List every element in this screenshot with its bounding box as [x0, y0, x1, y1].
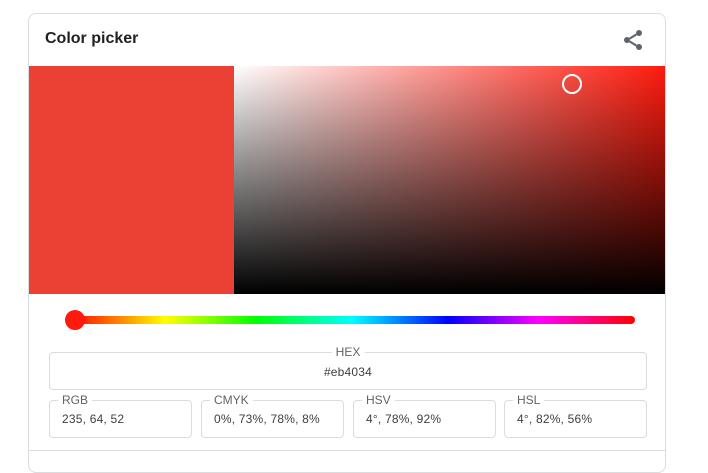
- hex-label: HEX: [331, 345, 365, 359]
- hsv-value[interactable]: 4°, 78%, 92%: [366, 412, 442, 426]
- hex-value[interactable]: #eb4034: [323, 365, 373, 379]
- sv-black-gradient: [234, 66, 665, 294]
- cmyk-value[interactable]: 0%, 73%, 78%, 8%: [214, 412, 320, 426]
- cmyk-label: CMYK: [210, 393, 253, 407]
- share-button[interactable]: [621, 28, 645, 52]
- sv-handle[interactable]: [561, 74, 582, 95]
- share-icon: [624, 30, 642, 50]
- rgb-field[interactable]: RGB 235, 64, 52: [49, 393, 192, 438]
- hsl-field[interactable]: HSL 4°, 82%, 56%: [504, 393, 647, 438]
- rgb-value[interactable]: 235, 64, 52: [62, 412, 125, 426]
- color-picker-card: Color picker HEX #eb4034 RGB 235, 64, 52…: [28, 13, 666, 473]
- hex-field[interactable]: HEX #eb4034: [49, 345, 647, 390]
- bottom-divider: [29, 450, 665, 451]
- hsv-label: HSV: [362, 393, 395, 407]
- color-preview-swatch: [29, 66, 234, 294]
- saturation-value-area[interactable]: [234, 66, 665, 294]
- hsl-label: HSL: [513, 393, 545, 407]
- hue-slider-handle[interactable]: [65, 310, 86, 330]
- hsl-value[interactable]: 4°, 82%, 56%: [517, 412, 593, 426]
- hsv-field[interactable]: HSV 4°, 78%, 92%: [353, 393, 496, 438]
- card-title: Color picker: [45, 30, 139, 47]
- cmyk-field[interactable]: CMYK 0%, 73%, 78%, 8%: [201, 393, 344, 438]
- rgb-label: RGB: [58, 393, 93, 407]
- hue-slider[interactable]: [65, 310, 635, 330]
